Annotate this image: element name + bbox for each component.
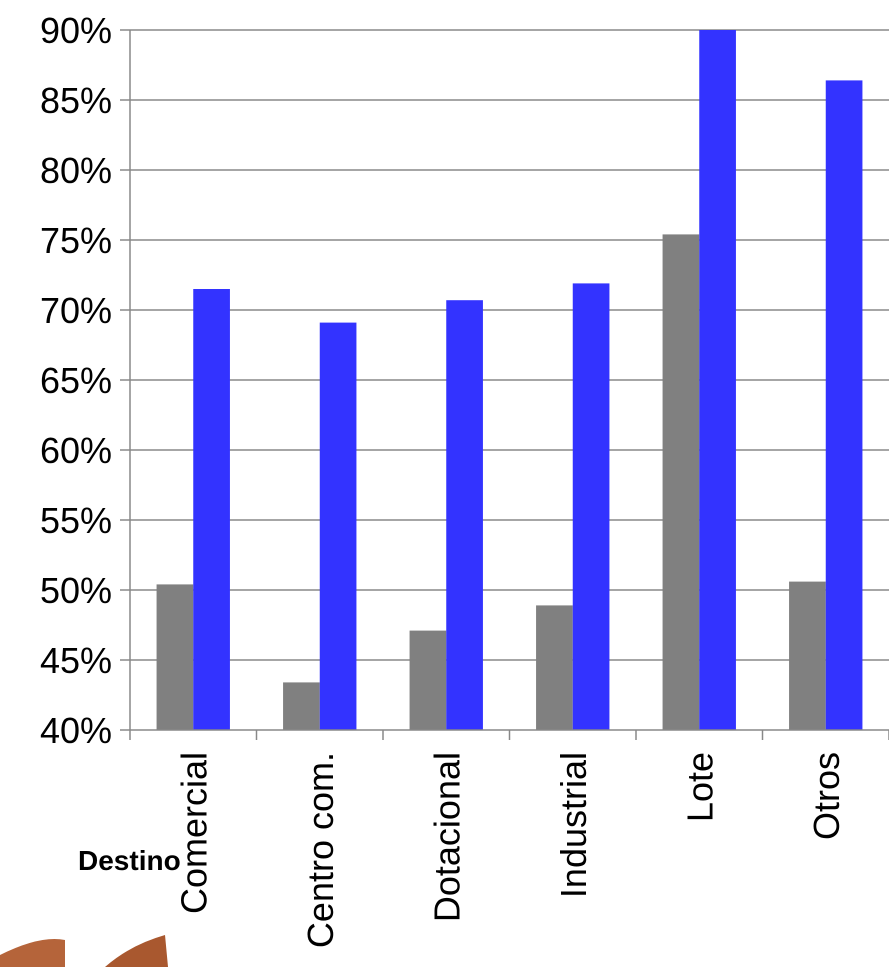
bar-series2-centro-com: [319, 322, 357, 730]
bar-series1-industrial: [536, 605, 573, 730]
x-category-label: Comercial: [173, 752, 214, 914]
bar-series2-industrial: [572, 283, 610, 730]
y-tick-label: 50%: [40, 570, 112, 611]
y-axis-tick-labels: 40% 45% 50% 55% 60% 65% 70% 75% 80% 85% 90%: [40, 10, 112, 751]
y-tick-label: 60%: [40, 430, 112, 471]
bar-series2-dotacional: [446, 300, 483, 730]
x-category-label: Dotacional: [426, 752, 467, 922]
x-category-label: Industrial: [553, 752, 594, 898]
x-category-label: Centro com.: [300, 752, 341, 948]
x-category-label: Lote: [679, 752, 720, 822]
y-tick-label: 90%: [40, 10, 112, 51]
bars: [156, 30, 863, 730]
y-tick-label: 85%: [40, 80, 112, 121]
bar-series1-dotacional: [409, 630, 447, 730]
bar-series2-otros: [825, 80, 863, 730]
y-tick-label: 75%: [40, 220, 112, 261]
x-category-label: Otros: [806, 752, 847, 840]
y-tick-label: 65%: [40, 360, 112, 401]
bar-series1-otros: [789, 581, 826, 730]
y-tick-label: 45%: [40, 640, 112, 681]
x-axis-category-labels: Comercial Centro com. Dotacional Industrial…: [173, 752, 847, 948]
y-tick-label: 55%: [40, 500, 112, 541]
bar-series1-comercial: [156, 584, 194, 730]
axes: [120, 30, 889, 740]
bar-series1-lote: [662, 234, 700, 730]
bar-series1-centro-com: [283, 682, 320, 730]
bar-series2-comercial: [193, 289, 230, 730]
bar-series2-lote: [699, 30, 736, 730]
decorative-photo-fragment: [0, 935, 168, 967]
y-tick-label: 40%: [40, 710, 112, 751]
y-tick-label: 80%: [40, 150, 112, 191]
y-tick-label: 70%: [40, 290, 112, 331]
x-axis-title: Destino: [78, 845, 181, 876]
gridlines: [120, 29, 889, 661]
